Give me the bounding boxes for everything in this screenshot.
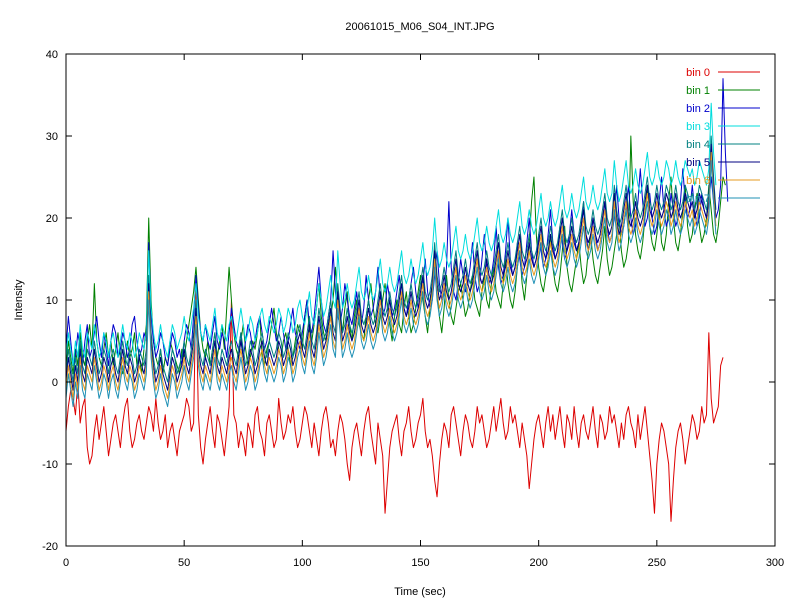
x-axis-label: Time (sec): [394, 586, 446, 598]
axes: 0 50 100 150 200 250 300 -20 -10 0 10 20 30 40: [42, 49, 784, 569]
series-line-bin-5: [66, 143, 717, 391]
y-tick-label: 40: [46, 49, 58, 61]
legend-entry-bin-5: bin 5: [686, 157, 760, 169]
x-tick-label: 100: [293, 557, 311, 569]
series-line-bin-2: [66, 78, 729, 367]
y-tick-label: -20: [42, 541, 58, 553]
legend-entry-bin-0: bin 0: [686, 67, 760, 79]
x-tick-label: 200: [529, 557, 547, 569]
legend-entry-bin-7: bin 7: [686, 193, 760, 205]
legend-entry-bin-3: bin 3: [686, 121, 760, 133]
legend: bin 0 bin 1 bin 2 bin 3 bin 4 bin 5 bin 6 bin 7: [686, 67, 760, 205]
y-tick-label: 30: [46, 131, 58, 143]
x-tick-label: 150: [411, 557, 429, 569]
series-line-bin-1: [66, 135, 726, 375]
legend-label: bin 1: [686, 85, 710, 97]
series-line-bin-3: [66, 102, 717, 367]
y-tick-label: 20: [46, 213, 58, 225]
legend-label: bin 5: [686, 157, 710, 169]
x-tick-label: 250: [648, 557, 666, 569]
x-tick-label: 300: [766, 557, 784, 569]
legend-entry-bin-1: bin 1: [686, 85, 760, 97]
series-line-bin-7: [66, 160, 717, 408]
y-axis-label: Intensity: [13, 279, 25, 320]
legend-label: bin 7: [686, 193, 710, 205]
chart-title: 20061015_M06_S04_INT.JPG: [345, 21, 494, 33]
legend-label: bin 0: [686, 67, 710, 79]
legend-label: bin 4: [686, 139, 710, 151]
series-line-bin-0: [66, 283, 724, 522]
series-line-bin-6: [66, 151, 717, 399]
y-tick-label: 0: [52, 377, 58, 389]
x-tick-label: 50: [178, 557, 190, 569]
legend-label: bin 2: [686, 103, 710, 115]
legend-entry-bin-6: bin 6: [686, 175, 760, 187]
y-tick-label: -10: [42, 459, 58, 471]
series-line-bin-4: [66, 135, 717, 383]
legend-entry-bin-2: bin 2: [686, 103, 760, 115]
x-tick-label: 0: [63, 557, 69, 569]
y-tick-label: 10: [46, 295, 58, 307]
legend-label: bin 3: [686, 121, 710, 133]
legend-label: bin 6: [686, 175, 710, 187]
plot-area: [66, 78, 729, 522]
legend-entry-bin-4: bin 4: [686, 139, 760, 151]
